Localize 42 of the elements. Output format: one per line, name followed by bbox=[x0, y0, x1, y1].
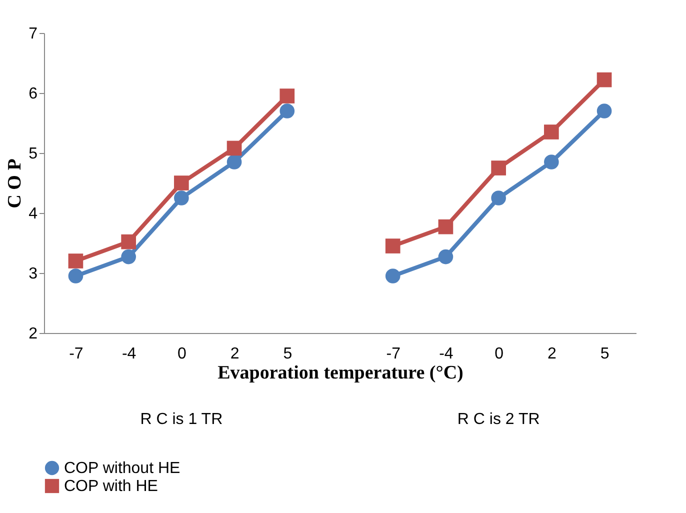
text: R C is 1 TR bbox=[140, 411, 223, 428]
y-tick-label: 4 bbox=[28, 206, 38, 222]
point bbox=[438, 219, 454, 234]
point bbox=[385, 268, 400, 284]
point bbox=[174, 190, 189, 206]
text: R C is 2 TR bbox=[457, 411, 540, 428]
point bbox=[544, 124, 559, 140]
point bbox=[596, 72, 612, 88]
y-tick-label: 3 bbox=[28, 266, 38, 282]
point bbox=[544, 154, 559, 170]
point bbox=[68, 268, 84, 284]
x-tick-label: -7 bbox=[69, 346, 84, 362]
x-tick-label: 5 bbox=[283, 346, 292, 362]
y-tick-label: 6 bbox=[28, 86, 38, 102]
point bbox=[174, 176, 189, 190]
point bbox=[280, 88, 295, 104]
x-tick-label: -4 bbox=[439, 346, 454, 362]
x-tick-label: 0 bbox=[494, 346, 504, 362]
x-tick-label: -7 bbox=[386, 346, 401, 362]
point bbox=[226, 140, 242, 156]
y-tick-label: 5 bbox=[28, 146, 38, 162]
point bbox=[385, 238, 400, 254]
x-axis-title: Evaporation temperature (°C) bbox=[218, 362, 464, 384]
x-tick-label: 5 bbox=[600, 346, 610, 362]
point bbox=[596, 104, 612, 118]
legend-label: COP without HE bbox=[64, 460, 180, 477]
point bbox=[280, 104, 295, 118]
x-tick-label: 2 bbox=[547, 346, 556, 362]
y-tick-label: 7 bbox=[28, 26, 38, 42]
point bbox=[226, 154, 242, 170]
y-tick-label: 2 bbox=[28, 326, 38, 342]
x-tick-label: 0 bbox=[177, 346, 186, 362]
point bbox=[438, 249, 454, 264]
x-tick-label: -4 bbox=[122, 346, 136, 362]
y-axis-title: C O P bbox=[4, 158, 26, 208]
point bbox=[68, 254, 84, 268]
point bbox=[121, 249, 136, 264]
point bbox=[491, 190, 506, 206]
point bbox=[121, 234, 136, 250]
point bbox=[491, 160, 506, 176]
x-tick-label: 2 bbox=[230, 346, 240, 362]
legend-label: COP with HE bbox=[64, 478, 158, 495]
